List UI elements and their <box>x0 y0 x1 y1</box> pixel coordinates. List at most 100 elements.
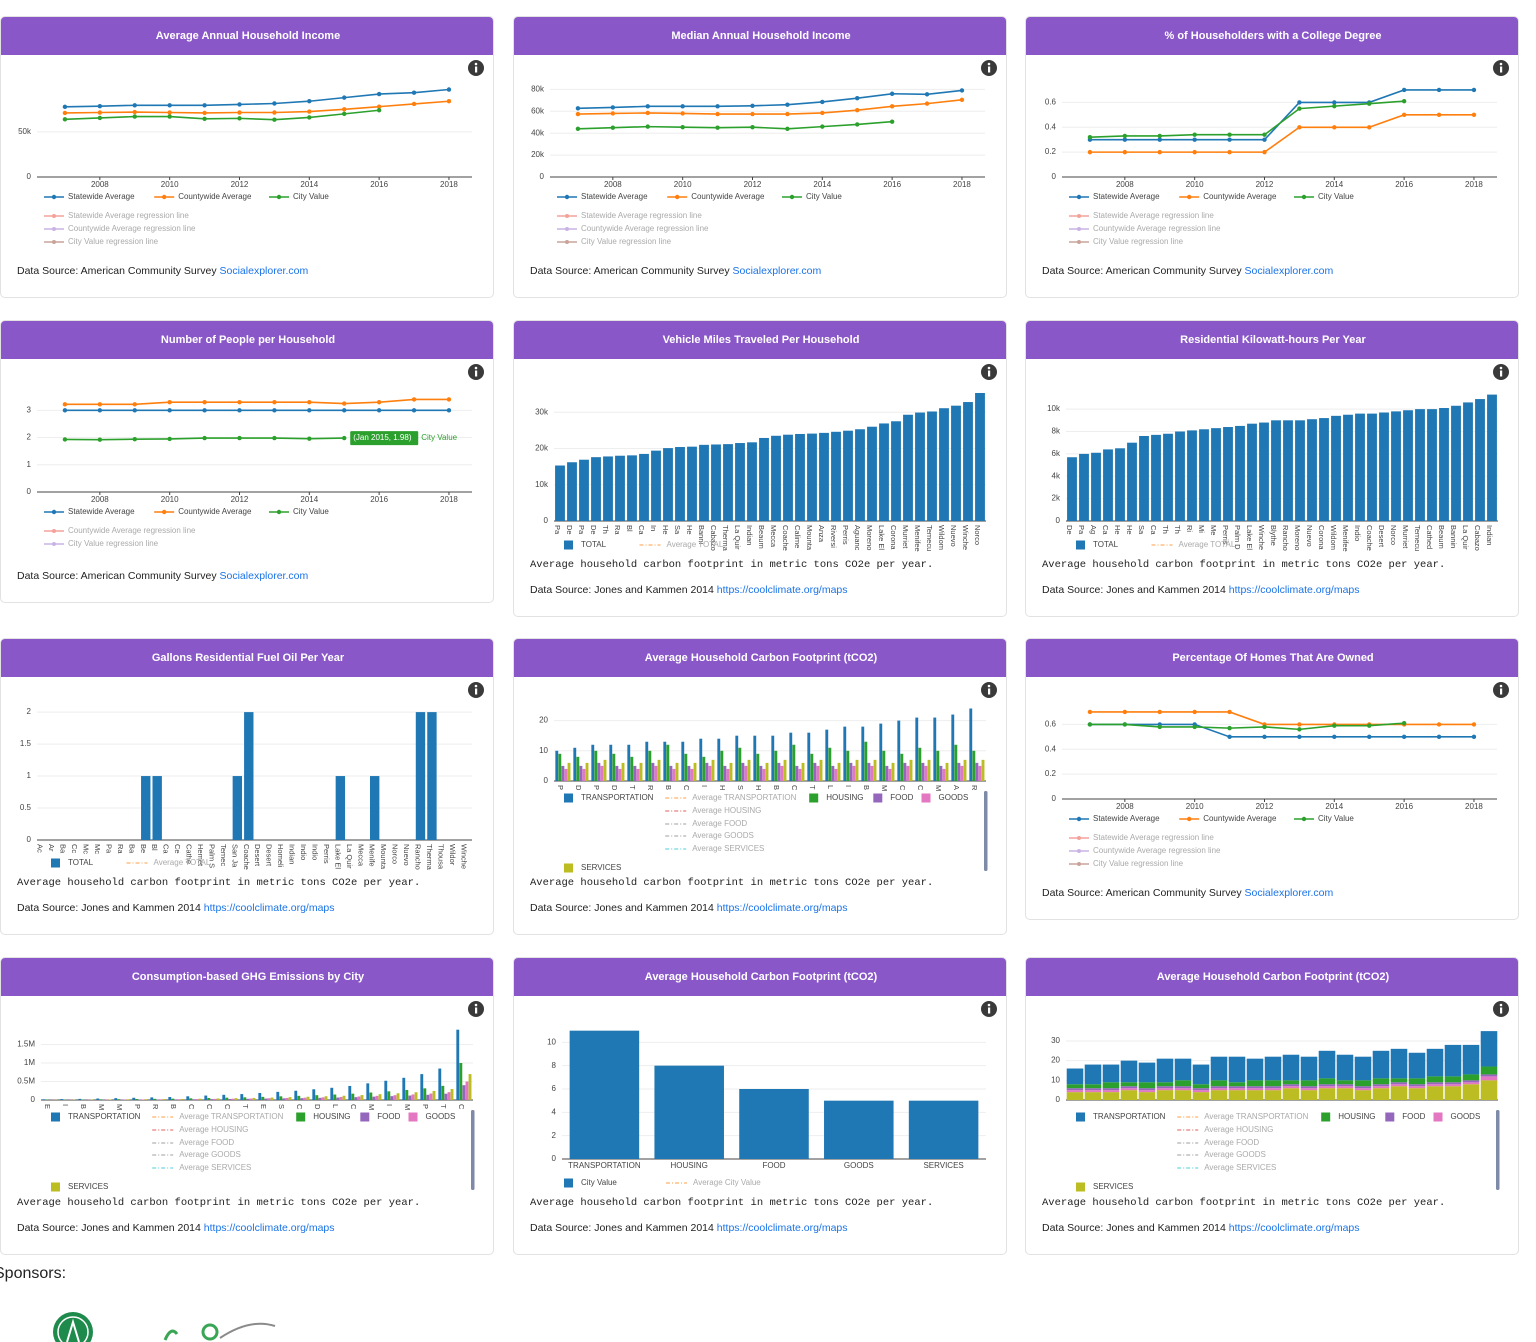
bar <box>390 1096 394 1100</box>
bar <box>969 708 973 781</box>
bar <box>831 765 835 781</box>
info-icon[interactable] <box>981 1001 997 1017</box>
data-point <box>750 103 755 109</box>
source-link[interactable]: https://coolclimate.org/maps <box>203 902 335 914</box>
data-point <box>132 103 137 108</box>
x-tick-label: L <box>826 785 835 789</box>
stacked-bar <box>1354 1088 1372 1091</box>
source-link[interactable]: Socialexplorer.com <box>1244 265 1334 277</box>
bar <box>651 762 655 781</box>
bar <box>885 765 889 781</box>
info-icon[interactable] <box>1493 364 1509 380</box>
info-icon[interactable] <box>468 364 484 380</box>
x-tick-label: Menife <box>368 844 377 867</box>
legend-label: City Value regression line <box>1093 237 1184 246</box>
card-header <box>1026 321 1518 359</box>
legend-swatch <box>1433 1112 1443 1122</box>
bar <box>717 738 721 781</box>
source-text: Data Source: American Community Survey <box>530 265 730 277</box>
info-icon[interactable] <box>468 1001 484 1017</box>
data-point <box>855 95 860 101</box>
legend-marker <box>1077 862 1081 866</box>
bar <box>318 1097 322 1100</box>
card-header <box>1 639 493 677</box>
bar <box>576 756 580 781</box>
x-tick-label: Norco <box>391 844 400 864</box>
x-tick-label: M <box>880 785 889 791</box>
stacked-bar <box>1084 1090 1102 1093</box>
data-point <box>1471 112 1477 118</box>
y-tick-label: 4k <box>1052 471 1061 480</box>
bar <box>1211 428 1221 521</box>
source-link[interactable]: https://coolclimate.org/maps <box>1228 1222 1360 1234</box>
bar <box>978 765 982 781</box>
source-link[interactable]: https://coolclimate.org/maps <box>716 902 848 914</box>
bar <box>846 750 850 781</box>
bar <box>427 712 437 840</box>
stacked-bar <box>1480 1076 1498 1081</box>
bar <box>321 1097 325 1100</box>
info-icon[interactable] <box>468 60 484 76</box>
y-tick-label: 10 <box>1051 1075 1060 1084</box>
bar <box>909 759 913 781</box>
bar <box>780 765 784 781</box>
x-tick-label: 2012 <box>231 495 249 504</box>
x-tick-label: Winche <box>961 525 970 550</box>
info-icon[interactable] <box>981 60 997 76</box>
chart-card: Average Household Carbon Footprint (tCO2… <box>513 638 1007 935</box>
chart-card: Average Household Carbon Footprint (tCO2… <box>1025 957 1519 1255</box>
info-icon[interactable] <box>981 364 997 380</box>
x-tick-label: Temec <box>219 844 228 866</box>
bar <box>897 720 901 781</box>
data-point <box>202 103 207 108</box>
data-point <box>97 115 103 121</box>
data-point <box>307 436 312 441</box>
info-icon[interactable] <box>1493 1001 1509 1017</box>
info-icon[interactable] <box>981 682 997 698</box>
bar <box>654 765 658 781</box>
stacked-bar <box>1084 1092 1102 1100</box>
source-link[interactable]: https://coolclimate.org/maps <box>716 584 848 596</box>
x-tick-label: 2008 <box>604 180 622 189</box>
bar <box>1163 433 1173 521</box>
info-icon[interactable] <box>1493 682 1509 698</box>
y-tick-label: 0.4 <box>1045 744 1057 753</box>
data-point <box>202 435 207 441</box>
x-tick-label: Mecca <box>769 525 778 548</box>
bar <box>1331 415 1341 521</box>
legend-swatch <box>873 793 883 803</box>
bar <box>204 1095 208 1100</box>
source-link[interactable]: Socialexplorer.com <box>219 570 309 582</box>
bar <box>354 1097 358 1100</box>
stacked-bar <box>1408 1086 1426 1089</box>
x-tick-label: Bannin <box>1449 525 1458 548</box>
source-link[interactable]: https://coolclimate.org/maps <box>716 1222 848 1234</box>
data-point <box>1262 724 1267 730</box>
data-point <box>167 114 172 119</box>
bar <box>294 1090 298 1100</box>
x-tick-label: GOODS <box>844 1161 874 1170</box>
bar <box>669 765 673 781</box>
series-line <box>64 88 450 108</box>
source-link[interactable]: Socialexplorer.com <box>1244 887 1334 899</box>
data-source: Data Source: Jones and Kammen 2014 https… <box>530 1222 848 1234</box>
source-link[interactable]: https://coolclimate.org/maps <box>203 1222 335 1234</box>
info-icon[interactable] <box>1493 60 1509 76</box>
bar <box>936 750 940 781</box>
chart: Average Household Carbon Footprint (tCO2… <box>514 958 1006 1188</box>
data-point <box>1436 734 1442 740</box>
legend-label: City Value <box>293 507 329 516</box>
bar <box>336 1097 340 1100</box>
source-link[interactable]: https://coolclimate.org/maps <box>1228 584 1360 596</box>
x-tick-label: Beaum <box>757 525 766 549</box>
bar <box>630 756 634 781</box>
source-link[interactable]: Socialexplorer.com <box>732 265 822 277</box>
x-tick-label: B <box>79 1104 88 1109</box>
x-tick-label: Perris <box>1221 525 1230 545</box>
info-icon[interactable] <box>468 682 484 698</box>
bar <box>603 456 613 521</box>
source-link[interactable]: Socialexplorer.com <box>219 265 309 277</box>
bar <box>396 1093 400 1100</box>
data-point <box>715 111 720 117</box>
x-tick-label: I <box>385 1104 394 1106</box>
